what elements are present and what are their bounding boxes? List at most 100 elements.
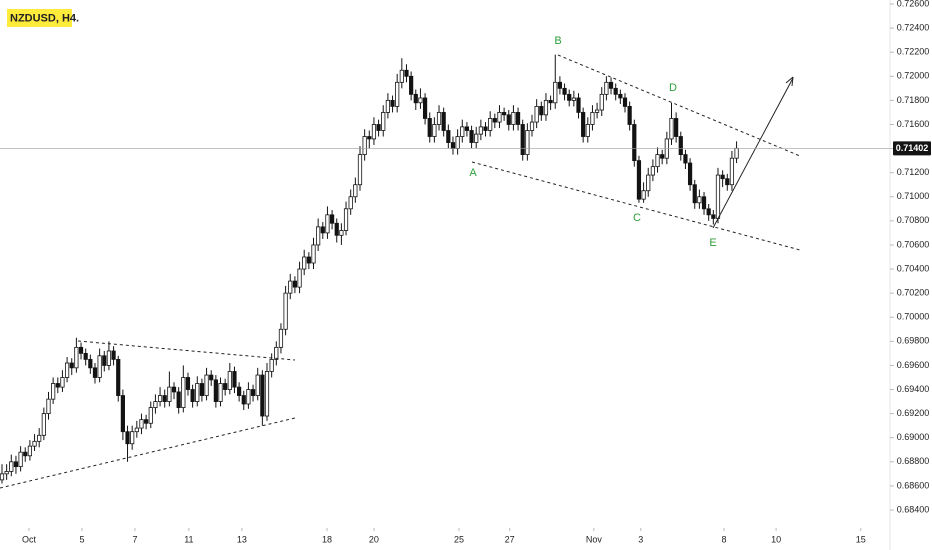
candle-body <box>83 352 88 360</box>
candle-body <box>715 174 721 219</box>
candle-body <box>409 75 414 95</box>
x-tick-label: Oct <box>22 534 37 544</box>
candle-body <box>23 451 28 457</box>
candle-body <box>357 154 363 186</box>
last-price-label: 0.71402 <box>896 143 929 153</box>
candle-body <box>195 383 200 402</box>
candle-body <box>32 440 37 447</box>
candle-body <box>74 346 79 369</box>
y-tick-label: 0.70200 <box>897 288 930 298</box>
candle-body <box>64 362 70 378</box>
candle-body <box>111 350 116 360</box>
candle-body <box>278 328 284 348</box>
candle-body <box>590 112 595 125</box>
candle-body <box>204 374 209 396</box>
candle-body <box>292 280 297 288</box>
candle-body <box>613 87 618 95</box>
candle-body <box>283 292 288 330</box>
candle-body <box>641 190 646 200</box>
candle-body <box>237 386 242 396</box>
title-highlight <box>7 9 72 27</box>
y-tick-label: 0.69400 <box>897 384 930 394</box>
candle-body <box>460 126 465 137</box>
candle-body <box>525 130 530 155</box>
candle-body <box>46 398 51 415</box>
candle-body <box>343 208 349 231</box>
candle-body <box>413 93 418 104</box>
candle-body <box>227 371 232 390</box>
x-tick-label: 11 <box>184 534 193 544</box>
candle-body <box>720 174 725 180</box>
candle-body <box>706 208 711 216</box>
wave-label: A <box>469 167 477 179</box>
candle-body <box>255 374 260 396</box>
x-tick-label: 8 <box>722 534 727 544</box>
candle-body <box>692 184 697 204</box>
y-tick-label: 0.71000 <box>897 191 930 201</box>
candle-body <box>669 118 674 140</box>
candle-body <box>543 99 549 116</box>
candle-body <box>69 362 74 369</box>
y-tick-label: 0.70400 <box>897 263 930 273</box>
y-tick-label: 0.69000 <box>897 432 930 442</box>
projection-arrow <box>712 77 794 229</box>
candle-body <box>687 162 693 186</box>
candle-body <box>241 395 246 405</box>
candle-body <box>348 196 353 210</box>
x-tick-label: 13 <box>237 534 247 544</box>
candle-body <box>464 126 470 131</box>
trendline <box>0 417 296 489</box>
wave-label: B <box>554 35 561 47</box>
candle-body <box>125 431 130 445</box>
candle-body <box>232 371 237 388</box>
y-tick-label: 0.69600 <box>897 360 930 370</box>
candle-body <box>325 214 330 234</box>
candle-body <box>102 355 107 366</box>
candles <box>0 54 739 484</box>
candle-body <box>4 471 9 475</box>
candle-body <box>306 256 311 264</box>
candle-body <box>404 69 409 77</box>
candle-body <box>729 157 735 186</box>
candle-body <box>576 97 581 113</box>
candle-body <box>27 445 32 457</box>
candle-body <box>153 401 158 408</box>
x-tick-label: 20 <box>369 534 379 544</box>
candle-body <box>362 136 367 155</box>
y-tick-label: 0.71600 <box>897 119 930 129</box>
candle-body <box>371 124 377 140</box>
candle-body <box>474 133 479 143</box>
candle-body <box>185 377 191 390</box>
candle-body <box>157 395 163 402</box>
candle-body <box>450 142 456 149</box>
candle-body <box>511 112 516 125</box>
candle-body <box>9 461 14 472</box>
candle-body <box>483 126 488 131</box>
candle-body <box>618 93 623 99</box>
candle-body <box>599 93 604 111</box>
y-tick-label: 0.68400 <box>897 504 930 514</box>
candle-body <box>13 461 19 468</box>
candle-body <box>529 121 535 131</box>
candle-body <box>432 124 437 137</box>
candle-body <box>492 118 497 123</box>
candle-body <box>683 154 688 164</box>
candle-body <box>60 377 65 388</box>
candle-body <box>223 383 228 390</box>
candle-body <box>381 112 386 131</box>
candle-body <box>502 112 507 116</box>
candle-body <box>162 395 167 402</box>
candle-body <box>376 124 381 131</box>
candle-body <box>422 97 428 119</box>
y-tick-label: 0.70000 <box>897 312 930 322</box>
candle-body <box>418 97 423 104</box>
candle-body <box>302 256 307 270</box>
candle-body <box>557 81 563 89</box>
x-tick-label: 3 <box>638 534 643 544</box>
candle-body <box>51 383 56 400</box>
candle-body <box>385 99 390 113</box>
candle-body <box>353 184 358 198</box>
candle-body <box>171 386 177 393</box>
